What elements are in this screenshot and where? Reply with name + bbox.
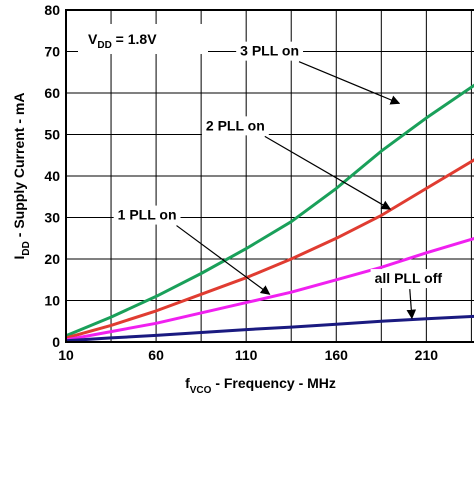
y-tick-label: 0 [52, 334, 60, 350]
y-axis-title: IDD - Supply Current - mA [11, 93, 32, 260]
x-axis-title: fVCO - Frequency - MHz [185, 375, 336, 396]
series-layer [66, 83, 474, 342]
annotations: 3 PLL on 2 PLL on 1 PLL on all PLL off [113, 41, 447, 320]
y-tick-label: 60 [44, 85, 60, 101]
annotation-arrow [298, 61, 401, 105]
y-tick-label: 40 [44, 168, 60, 184]
series-line-1-pll-on [66, 237, 474, 342]
x-tick-label: 110 [235, 347, 258, 363]
annotation-arrow [176, 225, 271, 295]
series-line-all-pll-off [66, 314, 474, 342]
annotation-arrow [264, 135, 392, 210]
annotation-background [236, 41, 304, 61]
y-tick-label: 80 [44, 2, 60, 18]
y-tick-label: 20 [44, 251, 60, 267]
annotation-background [201, 116, 269, 136]
y-tick-label: 10 [44, 293, 60, 309]
annotation-label: 3 PLL on [240, 43, 299, 59]
plot-frame [65, 9, 474, 343]
y-tick-label: 30 [44, 210, 60, 226]
condition-box [78, 24, 208, 54]
annotation-arrow [406, 289, 417, 320]
annotation-background [113, 205, 181, 225]
series-line-3-pll-on [66, 83, 474, 338]
x-tick-label: 210 [415, 347, 439, 363]
x-tick-label: 10 [58, 347, 74, 363]
y-tick-label: 50 [44, 127, 60, 143]
annotation-background [370, 269, 447, 289]
annotation-label: 1 PLL on [118, 207, 177, 223]
annotation-label: 2 PLL on [206, 117, 265, 133]
series-line-2-pll-on [66, 158, 474, 340]
annotation-label: all PLL off [375, 270, 443, 286]
condition-label: VDD = 1.8V [88, 31, 157, 51]
x-tick-label: 60 [148, 347, 164, 363]
y-tick-label: 70 [44, 44, 60, 60]
x-tick-label: 160 [325, 347, 349, 363]
